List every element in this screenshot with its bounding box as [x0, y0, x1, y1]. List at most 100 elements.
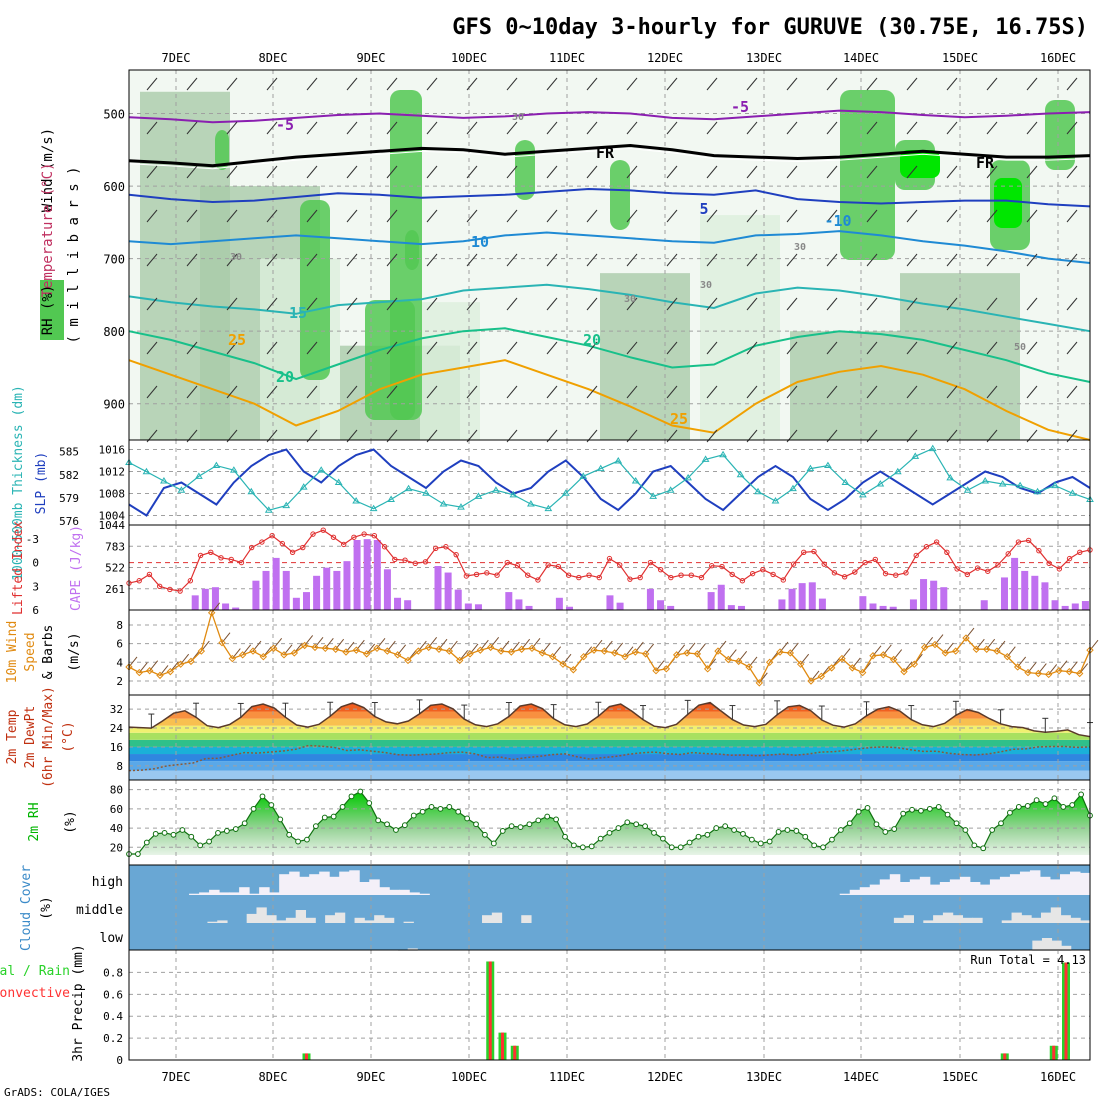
thickness-point — [1016, 481, 1024, 489]
li-point — [1056, 566, 1063, 572]
temp-band — [129, 754, 1090, 762]
thickness-point — [596, 464, 605, 472]
date-label-bottom: 14DEC — [843, 1070, 879, 1084]
rh-point — [268, 802, 275, 808]
cloud-cell-high — [199, 892, 210, 895]
wind-speed-point — [486, 643, 495, 652]
cape-bar — [353, 539, 361, 610]
li-point — [422, 559, 429, 565]
wind-barb — [746, 253, 758, 267]
wind-speed-point — [693, 650, 702, 658]
wind-barb — [706, 165, 718, 179]
wind-barb — [266, 297, 278, 311]
li-point — [923, 544, 930, 550]
wind-barb — [586, 77, 598, 91]
wind-barb — [466, 209, 478, 223]
li-point — [913, 552, 919, 559]
li-point — [893, 572, 899, 578]
li-point — [136, 578, 142, 584]
wind-barb — [986, 253, 998, 267]
li-point — [647, 559, 654, 566]
rh-point — [393, 827, 399, 833]
wind-barb — [986, 209, 998, 223]
thickness-tick-label: 585 — [59, 446, 79, 459]
cloud-cell-middle — [374, 915, 385, 923]
temp-line — [128, 701, 1091, 738]
rh-point — [918, 807, 924, 814]
thickness-point — [701, 455, 710, 462]
wind-barb — [666, 165, 678, 179]
rh-point — [366, 800, 373, 806]
rh-point — [704, 831, 711, 838]
wind-barb — [986, 121, 998, 135]
temp-band — [129, 739, 1090, 747]
date-label-top: 8DEC — [259, 51, 288, 65]
wind-barb — [826, 385, 838, 399]
wind-barb — [466, 165, 478, 179]
pressure-tick-label: 700 — [103, 253, 125, 267]
contour-label: FR — [596, 144, 615, 162]
wind-speed-point — [238, 651, 247, 659]
rh-point — [215, 829, 221, 836]
li-point — [954, 566, 960, 572]
thickness-point — [649, 492, 658, 499]
wind-barb — [986, 341, 998, 355]
wind-speed-point — [817, 672, 826, 681]
rh-point — [579, 844, 586, 851]
rh-point — [731, 827, 737, 833]
rh-point — [161, 829, 168, 836]
thickness-point — [177, 486, 186, 493]
li-point — [535, 577, 541, 583]
chart-title: GFS 0~10day 3-hourly for GURUVE (30.75E,… — [452, 15, 1088, 40]
thickness-point — [719, 450, 727, 458]
thickness-point — [509, 490, 518, 498]
li-point — [525, 572, 531, 578]
wind-speed-point — [745, 663, 753, 671]
wind-speed-point — [621, 652, 629, 661]
rh-point — [295, 838, 301, 845]
cloud-cell-high — [989, 879, 1001, 895]
li-point — [862, 559, 868, 566]
cloud-cell-high — [899, 882, 911, 895]
rh-green-patch — [840, 90, 895, 260]
temp-band — [129, 725, 1090, 733]
rh-point — [250, 805, 257, 812]
wind-barb — [906, 385, 918, 399]
li-point — [453, 551, 459, 558]
cloud-cell-high — [1009, 874, 1021, 895]
wind-barb — [1066, 121, 1078, 135]
wind-barb — [626, 253, 638, 267]
thickness-point — [247, 487, 256, 495]
wind-barb — [866, 121, 878, 135]
cloud-cell-high — [909, 879, 921, 895]
rh-point — [490, 840, 497, 847]
ylabel-cape: CAPE (J/kg) — [69, 525, 84, 611]
rh-point — [811, 842, 818, 849]
wind-barb — [346, 253, 358, 267]
wind-barb — [266, 165, 278, 179]
run-total: Run Total = 4.13 — [970, 953, 1086, 967]
cloud-cell-high — [329, 876, 340, 895]
wind-speed-point — [1044, 670, 1053, 679]
precip-tick-label: 0.8 — [103, 966, 123, 979]
li-point — [811, 548, 817, 555]
wind-speed-point — [569, 666, 578, 674]
rh-point — [597, 835, 604, 842]
wind-barb — [146, 165, 158, 179]
cloud-cell-high — [1019, 871, 1031, 895]
wind-barb — [746, 165, 758, 179]
cloud-cell-middle — [972, 917, 983, 923]
rh-point — [1078, 791, 1085, 798]
cape-bar — [1071, 603, 1079, 610]
wind-speed-point — [1075, 669, 1084, 678]
cape-bar — [1011, 557, 1019, 610]
cloud-cell-high — [879, 879, 891, 895]
cape-bar — [464, 603, 472, 610]
wind-barb — [146, 209, 158, 223]
wind-speed-point — [166, 667, 175, 676]
contour-label: 30 — [512, 112, 524, 123]
wind-barb — [866, 165, 878, 179]
wind-barb — [546, 253, 558, 267]
wind-barb — [146, 121, 158, 135]
cape-bar — [323, 567, 331, 610]
